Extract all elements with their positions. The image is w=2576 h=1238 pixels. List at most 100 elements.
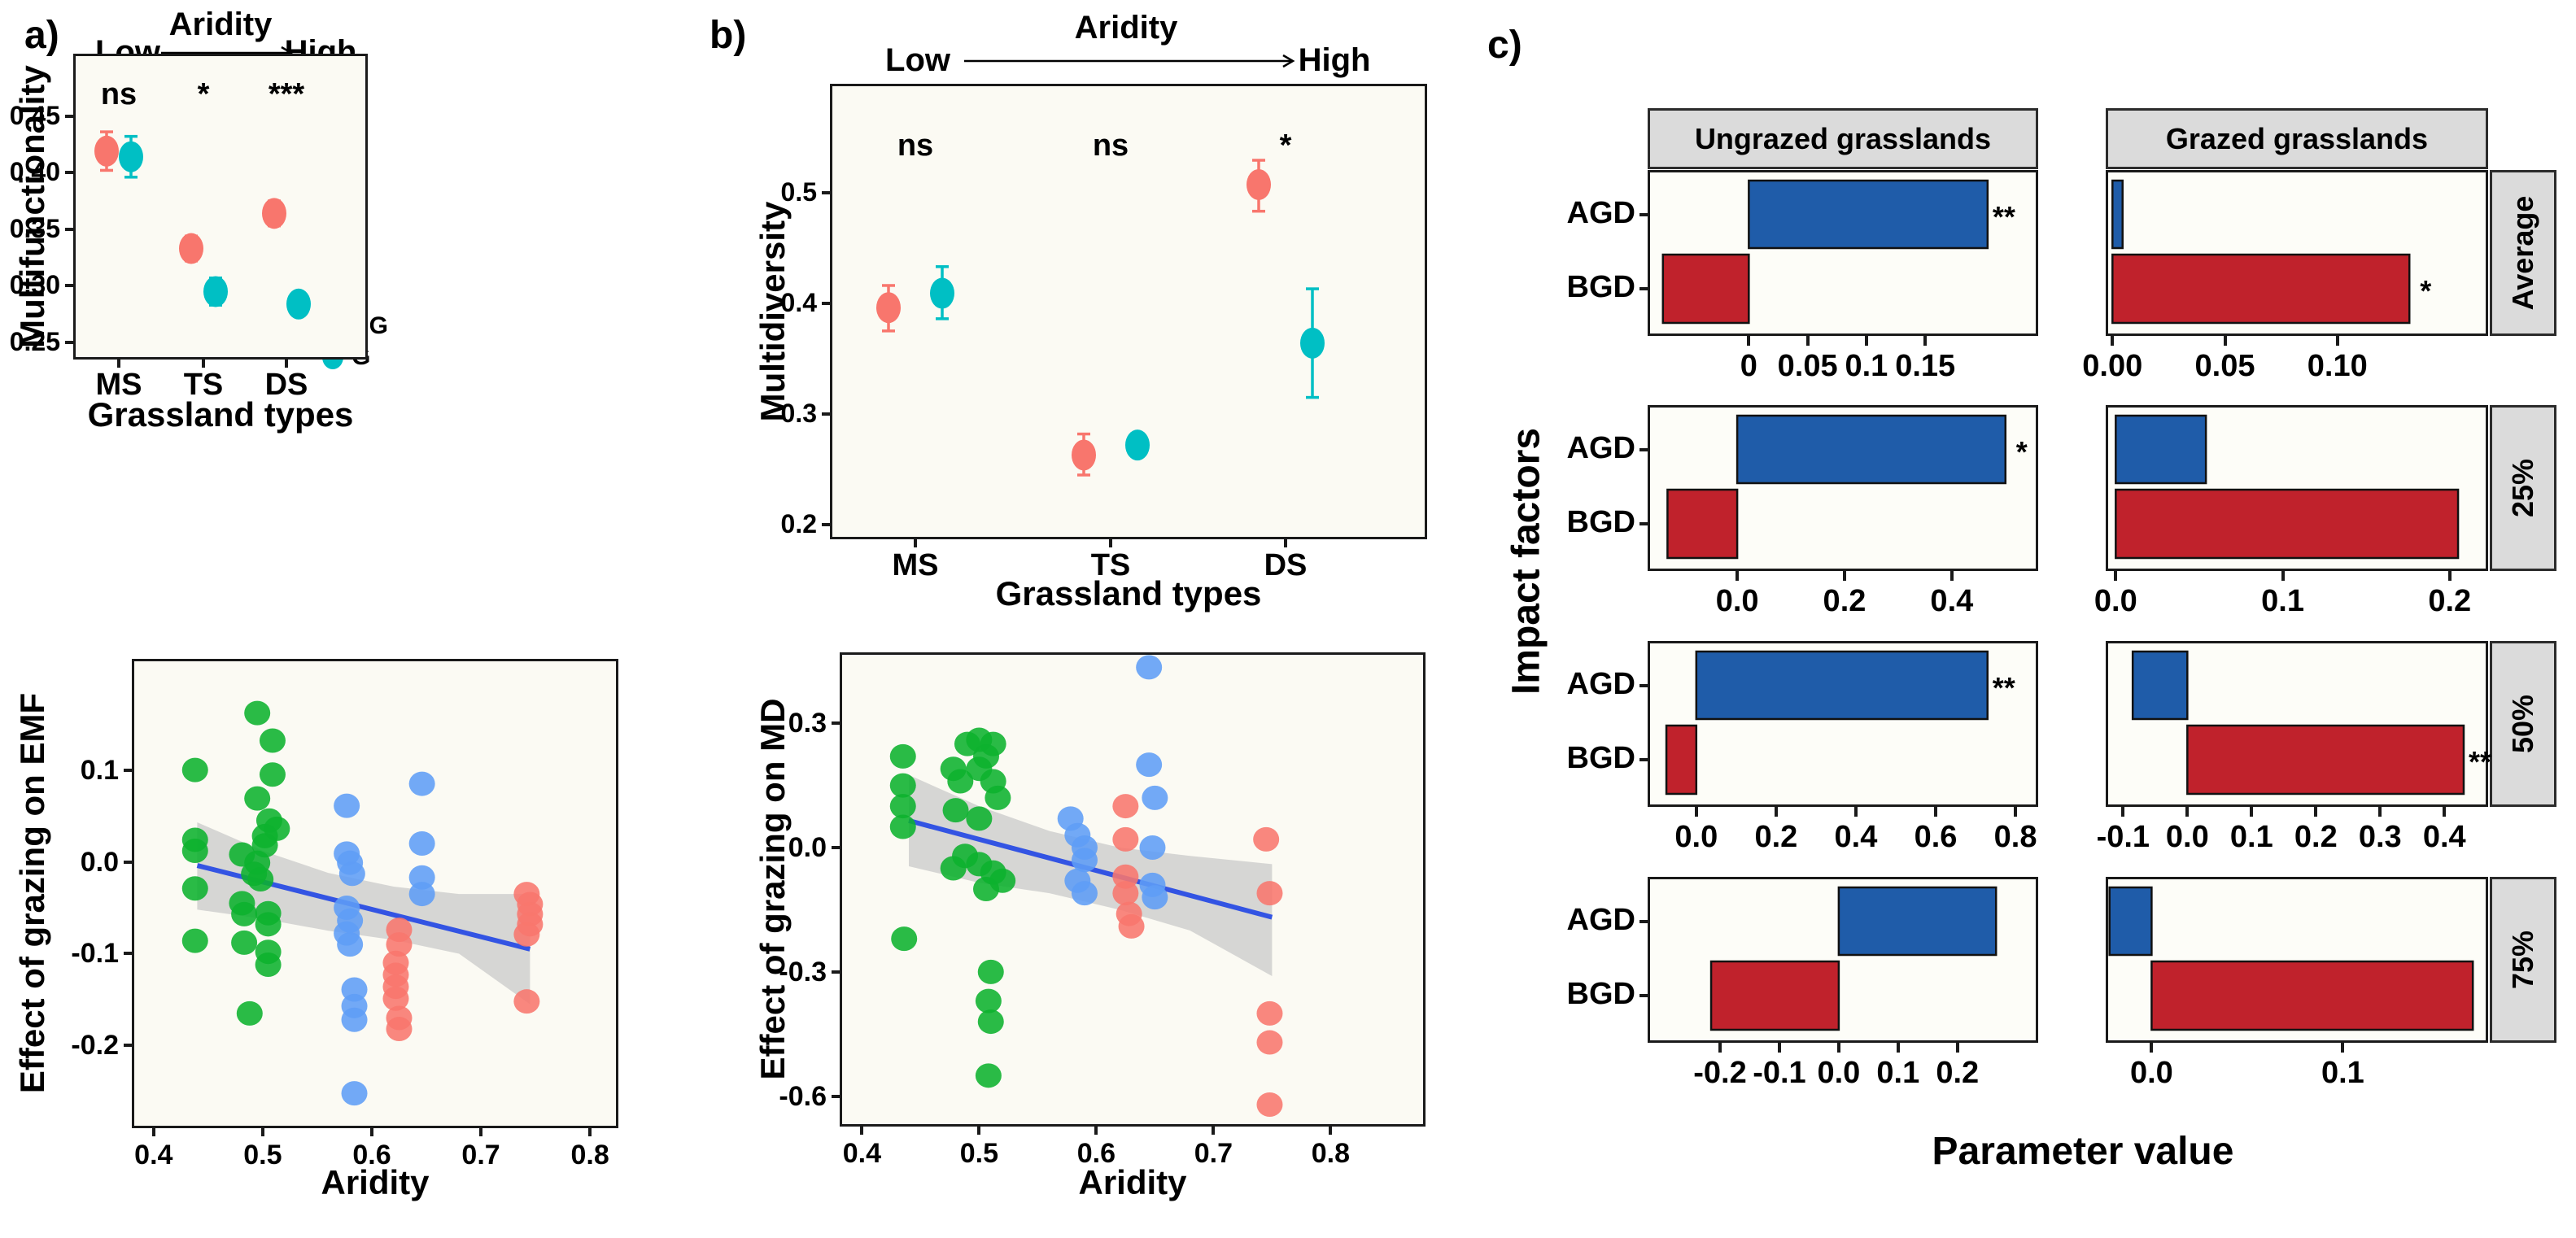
DS-data-point — [1256, 881, 1283, 906]
x-tick — [588, 1128, 592, 1136]
x-tick — [1694, 807, 1698, 817]
MS-data-point — [975, 988, 1002, 1014]
y-tick — [822, 523, 830, 527]
y-tick — [124, 768, 132, 772]
MS-data-point — [255, 912, 282, 937]
TS-data-point — [1071, 848, 1098, 873]
impact-factor-label-agd: AGD — [1566, 195, 1635, 230]
DS-data-point — [1256, 1092, 1283, 1117]
DS-data-point — [1256, 1030, 1283, 1055]
plot-canvas — [1665, 650, 1989, 796]
G-mean-point — [203, 276, 228, 307]
y-tick-label: -0.6 — [779, 1080, 827, 1112]
y-tick — [65, 114, 73, 118]
BGD-bar — [2150, 960, 2474, 1031]
plot-canvas — [2111, 179, 2411, 325]
MS-data-point — [181, 757, 208, 782]
x-tick-label: 0.5 — [959, 1138, 998, 1169]
x-tick-label: 0.7 — [461, 1140, 500, 1170]
a_top-panel — [73, 54, 368, 360]
x-tick — [1284, 539, 1287, 547]
panel-b-aridity-axis-title: Aridity — [1078, 1163, 1187, 1201]
significance-label: *** — [268, 77, 305, 111]
x-tick — [1933, 807, 1937, 817]
x-tick-label: 0.0 — [1817, 1056, 1861, 1090]
AGD-bar — [2108, 886, 2153, 957]
y-tick-label: 0.40 — [9, 157, 60, 187]
TS-data-point — [337, 932, 364, 957]
MS-data-point — [231, 930, 258, 955]
x-tick — [2114, 571, 2118, 581]
x-tick-label: 0.8 — [570, 1140, 609, 1170]
MS-data-point — [889, 743, 916, 769]
MS-data-point — [259, 762, 286, 787]
category-label-ds: DS — [264, 368, 308, 402]
x-tick — [2335, 336, 2339, 346]
y-tick-label: 0.25 — [9, 327, 60, 357]
plot-canvas — [2108, 886, 2474, 1031]
NG-mean-point — [1072, 439, 1096, 471]
panel-b-aridity-arrow-icon — [964, 54, 1295, 68]
x-tick — [2111, 336, 2115, 346]
x-tick — [202, 360, 205, 368]
DS-data-point — [1253, 826, 1280, 852]
BGD-bar — [2115, 488, 2460, 560]
x-tick-label: -0.1 — [2096, 820, 2150, 854]
TS-data-point — [1139, 835, 1166, 861]
y-tick-label: 0.1 — [80, 754, 119, 786]
column-header-strip: Ungrazed grasslands — [1648, 108, 2038, 169]
y-tick — [65, 341, 73, 345]
y-tick-label: 0.3 — [780, 399, 817, 429]
y-tick-label: 0.0 — [788, 832, 827, 864]
impact-factor-label-bgd: BGD — [1566, 977, 1635, 1011]
category-label-ms: MS — [892, 548, 939, 582]
panel-b-aridity-title: Aridity — [1074, 10, 1178, 46]
x-tick-label: 0.4 — [842, 1138, 881, 1169]
impact-factor-label-bgd: BGD — [1566, 270, 1635, 304]
panel-a-aridity-title: Aridity — [168, 7, 273, 42]
x-tick — [1747, 336, 1751, 346]
column-header-strip: Grazed grasslands — [2106, 108, 2488, 169]
x-tick — [1923, 336, 1928, 346]
x-tick-label: 0.2 — [1754, 820, 1798, 854]
x-tick — [1718, 1043, 1722, 1053]
DS-data-point — [382, 986, 409, 1011]
significance-label: ns — [897, 129, 934, 163]
x-tick-label: 0.1 — [2261, 584, 2304, 618]
x-tick-label: 0.4 — [1930, 584, 1974, 618]
impact-factors-axis-title: Impact factors — [1504, 427, 1548, 695]
category-label-ts: TS — [183, 368, 224, 402]
panel-a-aridity-axis-title: Aridity — [321, 1163, 430, 1201]
MS-data-point — [889, 773, 916, 798]
y-tick — [822, 190, 830, 194]
category-label-ts: TS — [1090, 548, 1131, 582]
MS-data-point — [259, 728, 286, 753]
significance-label: ns — [1092, 129, 1129, 163]
x-tick — [2121, 807, 2125, 817]
impact-factor-label-agd: AGD — [1566, 666, 1635, 701]
TS-data-point — [1142, 785, 1168, 810]
y-tick-label: 0.0 — [80, 846, 119, 878]
AGD-bar — [2131, 650, 2189, 721]
panel-c-label: c) — [1487, 24, 1522, 67]
BGD-bar — [1666, 488, 1739, 560]
effect-grazing-md-axis-title: Effect of grazing on MD — [753, 698, 792, 1080]
x-tick-label: -0.1 — [1753, 1056, 1806, 1090]
NG-mean-point — [876, 292, 901, 324]
row-header-label: Average — [2506, 195, 2539, 311]
G-mean-point — [286, 288, 311, 320]
y-tick — [65, 171, 73, 175]
x-tick — [369, 1128, 373, 1136]
x-tick-label: 0.00 — [2082, 349, 2143, 383]
x-tick — [479, 1128, 483, 1136]
plot-canvas — [1709, 886, 1997, 1031]
bar-significance-label: ** — [1992, 670, 2015, 704]
panel-a-grassland-types-axis-title: Grassland types — [87, 395, 354, 434]
x-tick — [1094, 1127, 1098, 1135]
y-tick — [822, 412, 830, 416]
y-tick-label: -0.1 — [71, 938, 119, 970]
x-tick — [2447, 571, 2452, 581]
y-tick — [124, 952, 132, 956]
significance-label: * — [1279, 129, 1292, 163]
